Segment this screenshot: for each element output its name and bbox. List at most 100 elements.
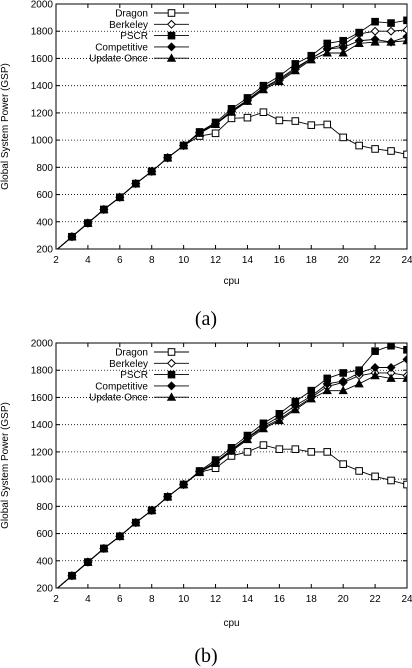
x-tick-label: 8 — [149, 594, 155, 605]
data-point-update-once — [67, 231, 77, 241]
data-point-berkeley — [370, 26, 380, 36]
x-tick-label: 6 — [117, 594, 123, 605]
data-point-update-once — [306, 393, 316, 403]
y-axis-label: Global System Power (GSP) — [0, 63, 11, 190]
data-point-update-once — [274, 415, 285, 425]
x-tick-label: 4 — [85, 594, 91, 605]
data-point-update-once — [402, 373, 407, 382]
data-point-dragon — [291, 445, 300, 453]
data-point-dragon — [387, 147, 395, 155]
plot-frame — [55, 3, 408, 250]
y-tick-label: 2000 — [31, 0, 54, 11]
data-point-update-once — [178, 140, 189, 150]
data-point-dragon — [371, 472, 379, 481]
data-point-update-once — [194, 467, 205, 476]
x-tick-label: 8 — [149, 255, 155, 266]
x-tick-label: 4 — [85, 255, 91, 266]
data-point-update-once — [322, 48, 332, 57]
x-tick-label: 12 — [210, 255, 222, 266]
data-point-dragon — [243, 113, 252, 122]
x-tick-label: 6 — [117, 255, 123, 266]
data-point-dragon — [387, 476, 395, 485]
data-point-pscr — [387, 19, 395, 27]
x-tick-label: 20 — [338, 255, 350, 266]
data-point-competitive — [386, 362, 396, 373]
data-point-update-once — [115, 192, 125, 201]
data-point-update-once — [258, 423, 269, 433]
data-point-update-once — [131, 517, 141, 527]
data-point-dragon — [307, 448, 316, 456]
x-axis-label: cpu — [223, 276, 239, 287]
y-tick-label: 1600 — [31, 393, 54, 404]
legend-marker — [167, 9, 176, 17]
y-tick-label: 2000 — [31, 339, 54, 350]
y-tick-label: 1800 — [31, 366, 54, 377]
legend-marker — [167, 370, 176, 379]
x-tick-label: 12 — [210, 594, 222, 605]
x-tick-label: 2 — [53, 255, 59, 266]
legend-label: Update Once — [89, 54, 148, 65]
data-point-competitive — [338, 376, 348, 386]
data-point-update-once — [290, 65, 300, 75]
data-point-update-once — [338, 48, 348, 57]
data-point-update-once — [115, 531, 125, 540]
data-point-update-once — [306, 54, 316, 64]
data-point-update-once — [210, 119, 221, 128]
data-point-pscr — [371, 17, 379, 26]
data-point-pscr — [387, 343, 395, 350]
data-point-update-once — [147, 166, 157, 175]
data-point-pscr — [403, 346, 407, 354]
data-point-update-once — [386, 373, 396, 382]
y-tick-label: 1200 — [31, 108, 54, 119]
data-point-update-once — [99, 204, 109, 214]
legend-marker — [166, 381, 177, 391]
x-tick-label: 10 — [178, 594, 190, 605]
data-point-update-once — [402, 35, 407, 45]
data-point-dragon — [371, 145, 379, 153]
data-point-dragon — [355, 141, 363, 150]
figure-caption: (b) — [194, 645, 217, 667]
data-point-dragon — [323, 120, 332, 129]
data-point-update-once — [258, 84, 269, 94]
x-tick-label: 2 — [53, 594, 59, 605]
legend-label: Berkeley — [109, 20, 148, 31]
x-tick-label: 20 — [338, 594, 350, 605]
data-point-update-once — [242, 434, 253, 444]
data-point-dragon — [339, 133, 347, 142]
data-point-update-once — [370, 37, 380, 46]
data-point-update-once — [163, 152, 173, 162]
y-tick-label: 600 — [36, 529, 53, 540]
x-tick-label: 16 — [274, 255, 286, 266]
data-point-dragon — [259, 441, 268, 449]
data-point-berkeley — [386, 26, 396, 36]
data-point-update-once — [67, 570, 77, 580]
y-tick-label: 200 — [36, 584, 53, 595]
data-point-update-once — [163, 491, 173, 501]
data-point-pscr — [371, 347, 379, 355]
data-point-pscr — [339, 369, 347, 377]
data-point-dragon — [355, 467, 363, 475]
y-tick-label: 400 — [36, 556, 53, 567]
series-line-update-once — [56, 375, 407, 588]
data-point-update-once — [370, 370, 380, 380]
data-point-dragon — [403, 480, 407, 489]
data-point-dragon — [243, 448, 252, 456]
data-point-dragon — [323, 448, 332, 456]
series-group — [56, 16, 407, 249]
y-tick-label: 1400 — [31, 420, 54, 431]
series-line-dragon — [56, 111, 407, 249]
data-point-dragon — [291, 117, 300, 125]
series-group — [56, 343, 407, 588]
x-tick-label: 16 — [274, 594, 286, 605]
data-point-update-once — [147, 505, 157, 514]
series-line-update-once — [56, 40, 407, 249]
y-tick-label: 1200 — [31, 447, 54, 458]
legend-marker — [167, 31, 176, 40]
data-point-update-once — [322, 385, 332, 395]
data-point-update-once — [242, 96, 253, 105]
